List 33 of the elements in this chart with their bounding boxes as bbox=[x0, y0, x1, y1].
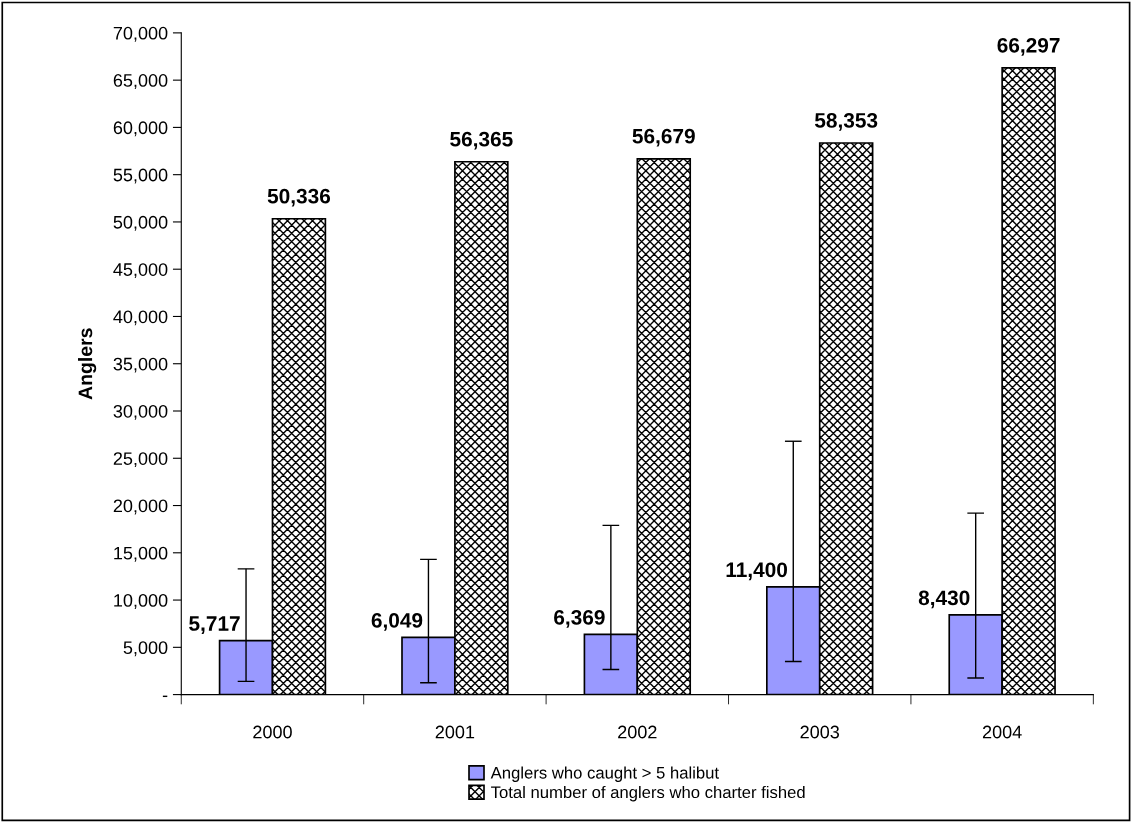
x-tick-label: 2003 bbox=[800, 725, 840, 739]
y-tick-label: 70,000 bbox=[113, 26, 168, 42]
y-tick-label: 55,000 bbox=[113, 168, 168, 184]
y-tick-label: 15,000 bbox=[114, 546, 168, 562]
x-tick-label: 2000 bbox=[253, 725, 292, 739]
data-label: 11,400 bbox=[726, 562, 788, 581]
data-label: 6,369 bbox=[554, 609, 605, 628]
x-tick-label: 2002 bbox=[618, 725, 657, 739]
y-tick-label: 5,000 bbox=[123, 641, 168, 657]
x-tick-label: 2001 bbox=[435, 725, 475, 739]
data-label: 5,717 bbox=[189, 616, 240, 634]
legend-label: Total number of anglers who charter fished bbox=[491, 785, 805, 802]
y-tick-label: 40,000 bbox=[113, 310, 168, 326]
y-tick-label: 60,000 bbox=[113, 121, 168, 137]
y-tick-label: - bbox=[162, 695, 168, 698]
data-label: 56,679 bbox=[632, 128, 695, 147]
legend-label: Anglers who caught > 5 halibut bbox=[490, 766, 719, 782]
y-tick-label: 25,000 bbox=[113, 452, 168, 468]
data-label: 66,297 bbox=[997, 37, 1060, 56]
data-label: 8,430 bbox=[918, 590, 970, 609]
y-tick-label: 35,000 bbox=[113, 357, 168, 373]
data-label: 56,365 bbox=[450, 131, 513, 150]
x-tick-label: 2004 bbox=[982, 725, 1022, 739]
y-tick-label: 20,000 bbox=[113, 499, 168, 515]
y-tick-label: 45,000 bbox=[113, 263, 168, 279]
y-tick-label: 65,000 bbox=[113, 74, 168, 89]
data-label: 58,353 bbox=[814, 113, 878, 131]
y-axis-title: Anglers bbox=[77, 328, 97, 400]
y-tick-label: 50,000 bbox=[113, 215, 168, 231]
data-label: 50,336 bbox=[267, 188, 331, 207]
data-label: 6,049 bbox=[371, 612, 423, 631]
y-tick-label: 30,000 bbox=[113, 404, 168, 420]
y-tick-label: 10,000 bbox=[114, 593, 168, 609]
